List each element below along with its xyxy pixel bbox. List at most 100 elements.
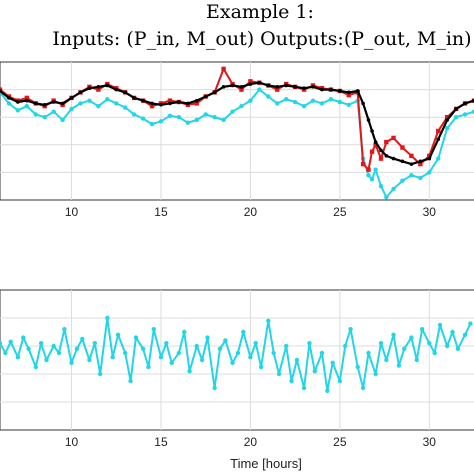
bottom-point-cyan <box>283 343 289 349</box>
top-point-black <box>400 159 405 164</box>
top-point-black <box>0 89 2 93</box>
bottom-point-cyan <box>391 332 396 337</box>
bottom-point-cyan <box>182 329 187 335</box>
top-point-cyan <box>230 109 235 114</box>
top-point-cyan <box>471 109 474 114</box>
top-point-cyan <box>203 112 208 117</box>
top-x-tick-label-10: 10 <box>65 205 79 219</box>
top-point-black <box>293 85 297 89</box>
top-point-black <box>302 86 306 91</box>
bottom-point-cyan <box>92 341 98 346</box>
top-point-red <box>275 87 280 92</box>
top-plot-frame <box>0 61 474 201</box>
bottom-point-cyan <box>3 350 8 356</box>
top-point-red <box>436 128 441 134</box>
bottom-point-cyan <box>301 385 307 391</box>
top-point-black <box>445 118 449 122</box>
bottom-point-cyan <box>432 350 437 356</box>
bottom-point-cyan <box>253 341 258 346</box>
top-point-red <box>360 161 366 167</box>
top-point-black <box>168 101 172 106</box>
top-point-cyan <box>114 101 119 106</box>
bottom-point-cyan <box>414 357 419 363</box>
top-point-cyan <box>51 109 56 114</box>
top-point-black <box>221 85 226 89</box>
bottom-point-cyan <box>80 336 85 342</box>
bottom-point-cyan <box>373 371 378 377</box>
top-point-cyan <box>239 103 244 109</box>
top-point-cyan <box>221 117 226 123</box>
bottom-point-cyan <box>462 332 468 337</box>
top-point-cyan <box>24 103 30 109</box>
top-point-black <box>78 90 83 95</box>
top-point-cyan <box>373 167 378 172</box>
bottom-point-cyan <box>128 378 133 384</box>
bottom-point-cyan <box>355 364 360 370</box>
top-point-cyan <box>78 101 83 106</box>
bottom-point-cyan <box>427 341 432 346</box>
top-point-black <box>320 87 324 92</box>
top-point-black <box>436 137 441 142</box>
top-x-tick-label-25: 25 <box>333 205 347 219</box>
top-series-group <box>0 66 474 200</box>
top-point-cyan <box>194 117 199 123</box>
top-point-black <box>373 140 378 144</box>
top-point-cyan <box>346 102 351 107</box>
top-point-cyan <box>87 98 92 103</box>
top-point-cyan <box>248 98 253 103</box>
bottom-point-cyan <box>110 355 115 360</box>
bottom-point-cyan <box>169 360 174 365</box>
top-plot-panel: 10 15 20 25 30 <box>0 61 474 219</box>
top-point-cyan <box>427 170 432 175</box>
bottom-point-cyan <box>8 339 13 344</box>
top-point-red <box>444 115 450 120</box>
top-point-cyan <box>149 121 155 127</box>
top-point-red <box>369 149 375 154</box>
top-point-cyan <box>42 115 47 120</box>
top-point-cyan <box>140 116 146 121</box>
top-point-red <box>366 167 371 172</box>
bottom-point-cyan <box>325 388 330 393</box>
top-point-black <box>338 89 342 93</box>
top-point-black <box>391 156 396 161</box>
top-point-black <box>266 83 271 88</box>
top-point-black <box>105 83 110 88</box>
x-axis-label: Time [hours] <box>230 456 302 471</box>
top-point-black <box>16 100 20 104</box>
bottom-point-cyan <box>419 327 425 332</box>
top-point-cyan <box>212 115 217 120</box>
bottom-point-cyan <box>44 357 49 363</box>
bottom-point-cyan <box>366 350 371 356</box>
bottom-point-cyan <box>140 346 146 351</box>
top-point-cyan <box>328 97 334 102</box>
top-point-black <box>355 89 360 93</box>
bottom-point-cyan <box>312 369 318 374</box>
bottom-point-cyan <box>146 364 151 370</box>
bottom-point-cyan <box>348 327 353 332</box>
top-point-cyan <box>453 115 459 120</box>
top-point-red <box>149 103 155 109</box>
top-point-cyan <box>266 94 271 99</box>
bottom-point-cyan <box>123 350 128 356</box>
bottom-point-cyan <box>276 371 282 377</box>
bottom-point-cyan <box>38 341 44 346</box>
top-point-black <box>366 118 371 122</box>
top-point-black <box>25 98 29 103</box>
bottom-point-cyan <box>402 346 407 351</box>
top-point-cyan <box>185 120 191 125</box>
chart-title-line1: Example 1: <box>206 1 314 23</box>
bottom-point-cyan <box>205 335 210 340</box>
top-point-black <box>284 83 288 88</box>
top-point-cyan <box>418 175 423 181</box>
bottom-point-cyan <box>444 343 450 349</box>
top-point-red <box>194 101 199 106</box>
top-point-black <box>60 101 65 106</box>
top-point-red <box>221 66 226 72</box>
top-point-red <box>346 92 351 98</box>
bottom-point-cyan <box>258 364 264 370</box>
top-point-cyan <box>167 113 173 119</box>
top-point-cyan <box>384 195 389 200</box>
bottom-point-cyan <box>0 341 3 346</box>
top-point-cyan <box>391 186 396 192</box>
